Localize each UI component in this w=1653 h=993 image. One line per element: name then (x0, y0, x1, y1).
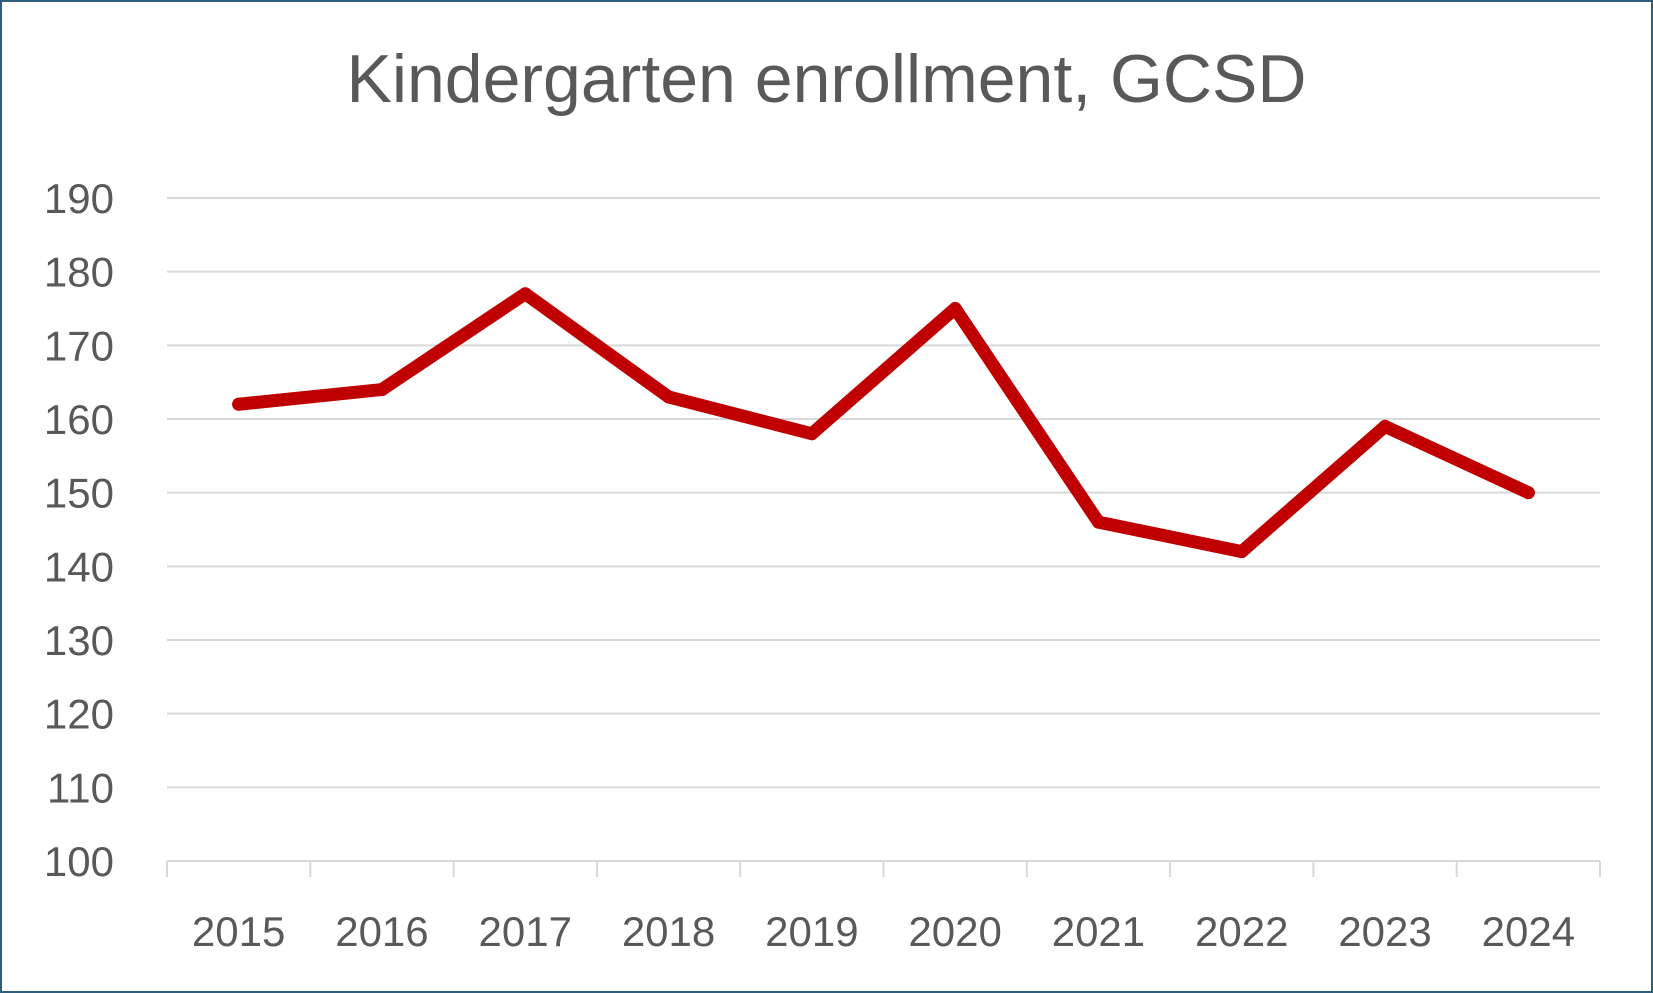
x-axis-tick-labels: 2015 2016 2017 2018 2019 2020 2021 2022 2023 2024 (192, 908, 1575, 955)
y-tick-label: 170 (44, 322, 114, 369)
data-point (805, 427, 819, 441)
data-point (1378, 419, 1392, 433)
x-tick-label: 2020 (908, 908, 1001, 955)
y-tick-label: 100 (44, 838, 114, 885)
y-tick-label: 180 (44, 249, 114, 296)
data-point (232, 397, 246, 411)
series-line (232, 287, 1535, 559)
y-tick-label: 150 (44, 470, 114, 517)
y-tick-label: 110 (47, 764, 114, 811)
x-tick-label: 2016 (335, 908, 428, 955)
data-point (1091, 515, 1105, 529)
y-tick-label: 160 (44, 396, 114, 443)
data-point (375, 383, 389, 397)
series-layer (232, 287, 1535, 559)
x-tick-label: 2015 (192, 908, 285, 955)
x-axis (166, 860, 1601, 877)
data-point (1235, 545, 1249, 559)
chart-title: Kindergarten enrollment, GCSD (346, 41, 1307, 117)
x-tick-label: 2022 (1195, 908, 1288, 955)
x-tick-label: 2019 (765, 908, 858, 955)
x-tick-label: 2017 (479, 908, 572, 955)
x-tick-label: 2023 (1338, 908, 1431, 955)
data-point (1521, 486, 1535, 500)
y-tick-label: 120 (44, 691, 114, 738)
data-point (662, 390, 676, 404)
data-point (948, 302, 962, 315)
y-tick-label: 130 (44, 617, 114, 664)
x-tick-label: 2018 (622, 908, 715, 955)
x-tick-label: 2021 (1052, 908, 1145, 955)
y-tick-label: 140 (44, 543, 114, 590)
y-axis-tick-labels: 100 110 120 130 140 150 160 170 180 190 (44, 175, 114, 885)
data-point (518, 287, 532, 301)
y-tick-label: 190 (44, 175, 114, 222)
gridlines (167, 197, 1600, 789)
x-tick-label: 2024 (1482, 908, 1575, 955)
